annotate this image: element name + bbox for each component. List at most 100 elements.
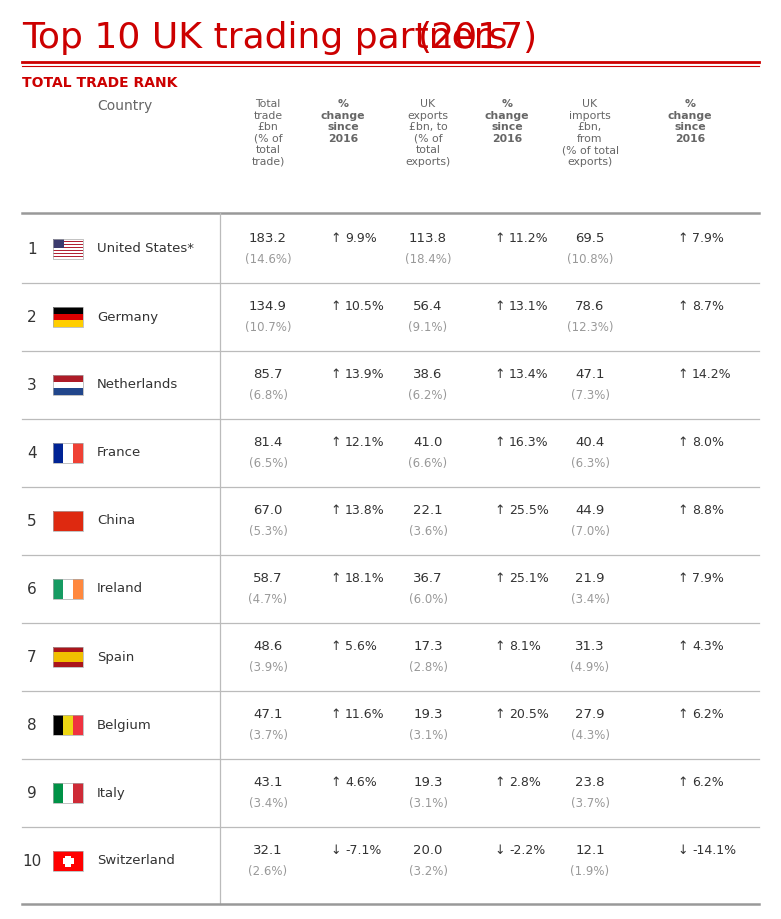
Text: ↑: ↑	[494, 233, 505, 245]
Text: %
change
since
2016: % change since 2016	[321, 99, 366, 143]
Bar	[53, 579, 63, 599]
Text: 2: 2	[27, 310, 37, 324]
Text: 12.1: 12.1	[575, 845, 604, 857]
Bar	[53, 375, 83, 395]
Text: 10.5%: 10.5%	[345, 301, 385, 313]
Bar	[53, 579, 83, 599]
Text: 7.9%: 7.9%	[692, 233, 724, 245]
Bar	[53, 851, 83, 871]
Text: ↓: ↓	[330, 845, 341, 857]
Text: ↑: ↑	[494, 777, 505, 789]
Text: ↑: ↑	[677, 641, 688, 653]
Bar	[53, 851, 83, 871]
Text: 8.8%: 8.8%	[692, 505, 724, 517]
Bar	[53, 647, 83, 667]
Text: ↑: ↑	[330, 437, 341, 449]
Text: (3.4%): (3.4%)	[570, 593, 609, 606]
Text: 22.1: 22.1	[413, 505, 443, 517]
Bar	[63, 579, 73, 599]
Bar	[53, 783, 63, 803]
Text: 5.6%: 5.6%	[345, 641, 377, 653]
Text: 8.0%: 8.0%	[692, 437, 724, 449]
Text: (3.6%): (3.6%)	[408, 525, 448, 538]
Text: (6.0%): (6.0%)	[408, 593, 448, 606]
Text: 20.0: 20.0	[413, 845, 443, 857]
Text: 16.3%: 16.3%	[509, 437, 548, 449]
Text: (18.4%): (18.4%)	[405, 253, 451, 266]
Text: 20.5%: 20.5%	[509, 709, 549, 721]
Bar	[62, 858, 73, 864]
Text: 13.8%: 13.8%	[345, 505, 385, 517]
Text: 18.1%: 18.1%	[345, 573, 385, 585]
Bar	[53, 511, 83, 531]
Text: Germany: Germany	[97, 311, 158, 323]
Bar	[53, 307, 83, 327]
Text: 78.6: 78.6	[576, 301, 604, 313]
Bar	[53, 443, 63, 463]
Bar	[53, 715, 63, 735]
Text: (3.9%): (3.9%)	[248, 661, 287, 674]
Text: 44.9: 44.9	[576, 505, 604, 517]
Bar	[73, 783, 83, 803]
Text: (6.2%): (6.2%)	[408, 389, 448, 402]
Text: ↑: ↑	[494, 437, 505, 449]
Text: 67.0: 67.0	[253, 505, 283, 517]
Text: 6.2%: 6.2%	[692, 777, 724, 789]
Text: ↑: ↑	[494, 709, 505, 721]
Text: 85.7: 85.7	[253, 369, 283, 381]
Text: (6.5%): (6.5%)	[248, 457, 287, 470]
Text: (6.3%): (6.3%)	[570, 457, 609, 470]
Text: ↑: ↑	[330, 777, 341, 789]
Text: ↑: ↑	[494, 301, 505, 313]
Text: 7: 7	[27, 650, 37, 664]
Text: -14.1%: -14.1%	[692, 845, 736, 857]
Text: Italy: Italy	[97, 787, 126, 800]
Bar	[53, 245, 83, 246]
Bar	[53, 239, 83, 241]
Text: 14.2%: 14.2%	[692, 369, 732, 381]
Text: ↑: ↑	[330, 369, 341, 381]
Bar	[53, 375, 83, 381]
Text: ↓: ↓	[494, 845, 505, 857]
Text: 25.1%: 25.1%	[509, 573, 549, 585]
Bar	[53, 381, 83, 389]
Text: ↑: ↑	[494, 641, 505, 653]
Text: 4: 4	[27, 446, 37, 460]
Text: (4.7%): (4.7%)	[248, 593, 287, 606]
Bar	[53, 239, 64, 248]
Text: (2.8%): (2.8%)	[408, 661, 448, 674]
Text: Netherlands: Netherlands	[97, 379, 178, 391]
Bar	[53, 652, 83, 662]
Text: 7.9%: 7.9%	[692, 573, 724, 585]
Text: 1: 1	[27, 242, 37, 256]
Text: 134.9: 134.9	[249, 301, 287, 313]
Text: UK
exports
£bn, to
(% of
total
exports): UK exports £bn, to (% of total exports)	[405, 99, 451, 167]
Text: (7.0%): (7.0%)	[570, 525, 609, 538]
Text: 21.9: 21.9	[576, 573, 604, 585]
Text: 4.6%: 4.6%	[345, 777, 376, 789]
Text: 27.9: 27.9	[576, 709, 604, 721]
Text: 11.2%: 11.2%	[509, 233, 548, 245]
Text: (3.4%): (3.4%)	[248, 797, 287, 810]
Text: 31.3: 31.3	[575, 641, 604, 653]
Text: 2.8%: 2.8%	[509, 777, 541, 789]
Text: -2.2%: -2.2%	[509, 845, 545, 857]
Text: ↑: ↑	[330, 233, 341, 245]
Text: 36.7: 36.7	[413, 573, 443, 585]
Text: (10.7%): (10.7%)	[244, 321, 291, 334]
Bar	[73, 579, 83, 599]
Text: Country: Country	[97, 99, 152, 113]
Text: (3.7%): (3.7%)	[570, 797, 609, 810]
Text: (4.9%): (4.9%)	[570, 661, 609, 674]
Text: 11.6%: 11.6%	[345, 709, 384, 721]
Text: 113.8: 113.8	[409, 233, 447, 245]
Bar	[53, 443, 73, 463]
Text: 58.7: 58.7	[253, 573, 283, 585]
Text: 13.1%: 13.1%	[509, 301, 548, 313]
Text: 23.8: 23.8	[576, 777, 604, 789]
Bar	[53, 313, 83, 321]
Text: 69.5: 69.5	[576, 233, 604, 245]
Text: 25.5%: 25.5%	[509, 505, 549, 517]
Bar	[63, 783, 73, 803]
Text: ↑: ↑	[494, 505, 505, 517]
